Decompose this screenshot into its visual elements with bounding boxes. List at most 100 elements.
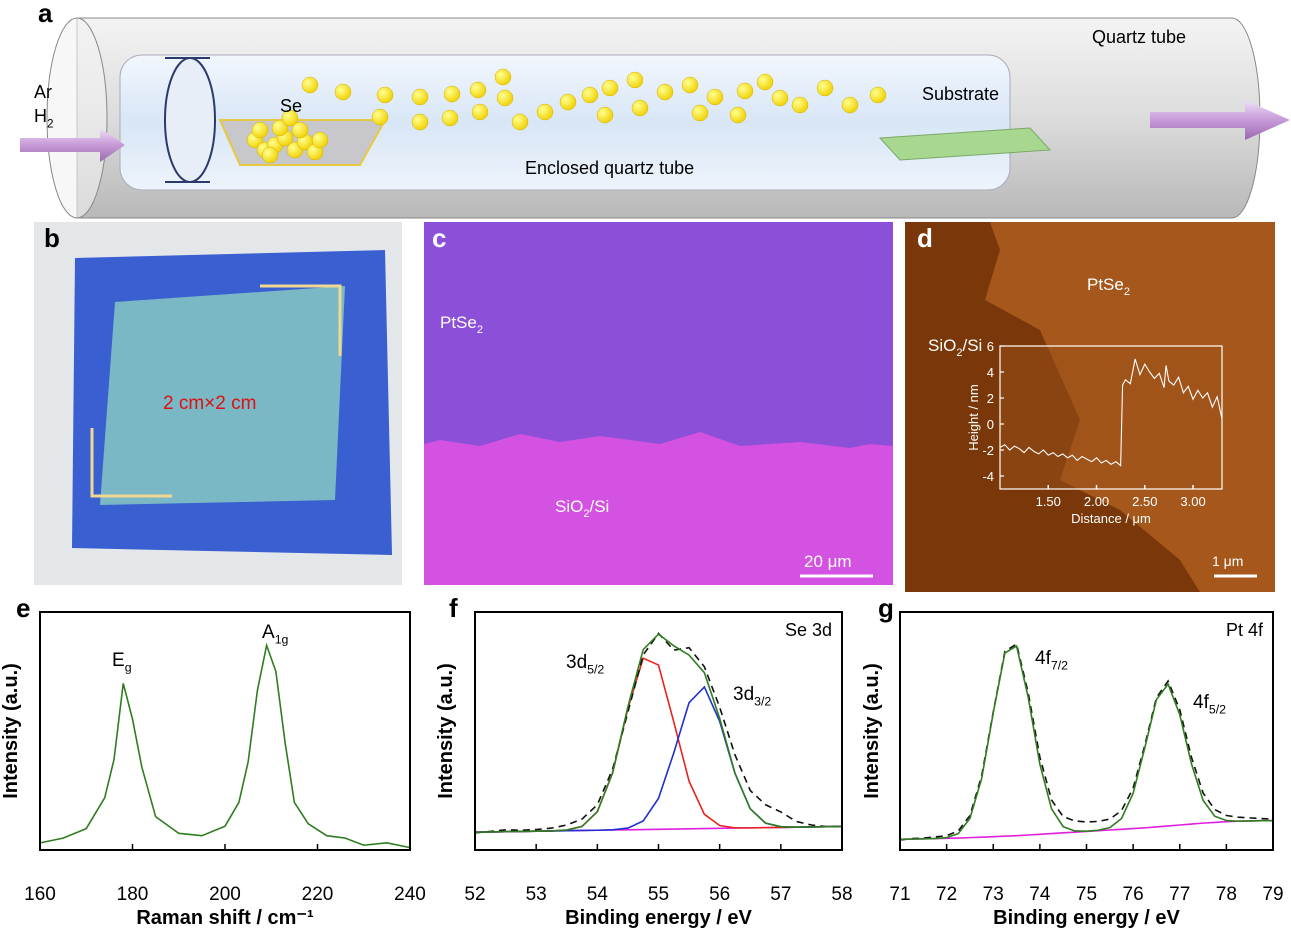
- figure: abcdefgArH2SeQuartz tubeSubstrateEnclose…: [0, 0, 1291, 934]
- x-axis-label: Binding energy / eV: [993, 907, 1180, 929]
- series-line: [475, 634, 842, 832]
- tube-end: [47, 18, 107, 218]
- peak-label-main: E: [112, 650, 125, 671]
- panel-label: g: [878, 593, 894, 623]
- selenium-ball: [817, 80, 833, 96]
- selenium-ball: [772, 90, 788, 106]
- tube-label: Quartz tube: [1092, 27, 1186, 47]
- x-tick-label: 1.50: [1036, 494, 1061, 509]
- series-line: [475, 633, 842, 832]
- x-tick-label: 160: [24, 884, 56, 905]
- y-axis-label: Height / nm: [966, 384, 981, 450]
- panel-label: e: [16, 593, 30, 623]
- selenium-ball: [252, 122, 268, 138]
- x-tick-label: 79: [1262, 884, 1283, 905]
- peak-label-main: 4f: [1035, 648, 1052, 669]
- x-tick-label: 220: [302, 884, 334, 905]
- selenium-ball: [632, 100, 648, 116]
- selenium-ball: [495, 69, 511, 85]
- selenium-ball: [737, 83, 753, 99]
- x-tick-label: 71: [889, 884, 910, 905]
- setup-diagram: [20, 18, 1290, 218]
- y-tick-label: 4: [987, 365, 994, 380]
- peak-label: 3d3/2: [733, 684, 771, 709]
- selenium-ball: [372, 109, 388, 125]
- x-tick-label: 2.00: [1084, 494, 1109, 509]
- peak-label: A1g: [262, 622, 289, 647]
- y-axis-label: Intensity (a.u.): [435, 663, 457, 799]
- selenium-ball: [377, 87, 393, 103]
- peak-label: 4f7/2: [1035, 648, 1068, 673]
- selenium-ball: [312, 132, 328, 148]
- region-label-main: PtSe: [1087, 275, 1124, 294]
- peak-label-main: A: [262, 622, 275, 643]
- x-tick-label: 54: [587, 884, 609, 905]
- panel-label: f: [449, 593, 458, 623]
- y-tick-label: 2: [987, 391, 994, 406]
- series-line: [900, 644, 1273, 840]
- selenium-ball: [597, 107, 613, 123]
- selenium-ball: [692, 105, 708, 121]
- chart-label: Pt 4f: [1226, 620, 1264, 640]
- peak-label: Eg: [112, 650, 132, 675]
- x-tick-label: 52: [464, 884, 485, 905]
- panel-label: d: [917, 223, 933, 253]
- region-label-sub: 2: [1124, 286, 1130, 298]
- x-tick-label: 74: [1029, 884, 1051, 905]
- x-tick-label: 76: [1123, 884, 1144, 905]
- x-tick-label: 2.50: [1132, 494, 1157, 509]
- x-tick-label: 72: [936, 884, 957, 905]
- y-tick-label: 6: [987, 339, 994, 354]
- selenium-ball: [730, 107, 746, 123]
- x-tick-label: 200: [209, 884, 241, 905]
- x-axis-label: Raman shift / cm⁻¹: [136, 907, 314, 929]
- x-tick-label: 58: [831, 884, 852, 905]
- x-tick-label: 73: [983, 884, 1004, 905]
- selenium-ball: [657, 84, 673, 100]
- selenium-ball: [682, 77, 698, 93]
- scale-label: 20 μm: [804, 552, 852, 571]
- x-tick-label: 56: [709, 884, 730, 905]
- selenium-ball: [302, 77, 318, 93]
- x-tick-label: 75: [1076, 884, 1097, 905]
- disk: [165, 58, 215, 182]
- peak-label-sub: 5/2: [1209, 703, 1226, 717]
- series-line: [475, 658, 842, 832]
- peak-label-sub: g: [125, 661, 132, 675]
- series-line: [40, 645, 410, 847]
- x-tick-label: 78: [1216, 884, 1237, 905]
- photo-c: [424, 222, 893, 585]
- peak-label-main: 3d: [566, 652, 587, 673]
- selenium-ball: [470, 82, 486, 98]
- selenium-ball: [870, 87, 886, 103]
- x-tick-label: 53: [526, 884, 547, 905]
- selenium-ball: [497, 90, 513, 106]
- selenium-ball: [444, 86, 460, 102]
- region-label-main: SiO: [555, 497, 583, 516]
- region-label-tail: /Si: [590, 497, 610, 516]
- x-tick-label: 3.00: [1180, 494, 1205, 509]
- selenium-ball: [442, 110, 458, 126]
- peak-label-sub: 7/2: [1051, 659, 1068, 673]
- size-label: 2 cm×2 cm: [163, 393, 256, 414]
- x-tick-label: 55: [648, 884, 669, 905]
- selenium-ball: [627, 72, 643, 88]
- x-tick-label: 240: [394, 884, 426, 905]
- target-label: Substrate: [922, 84, 999, 104]
- peak-label: 4f5/2: [1193, 692, 1226, 717]
- region-label-main: PtSe: [440, 313, 477, 332]
- panel-label: c: [432, 223, 446, 253]
- x-tick-label: 77: [1169, 884, 1190, 905]
- inner-tube-label: Enclosed quartz tube: [525, 158, 694, 178]
- scale-label: 1 μm: [1212, 553, 1243, 569]
- plot-frame: [900, 612, 1273, 850]
- plot-frame: [475, 612, 842, 850]
- peak-label-sub: 1g: [275, 633, 289, 647]
- selenium-ball: [537, 104, 553, 120]
- film-region: [424, 222, 893, 448]
- y-tick-label: 0: [987, 417, 994, 432]
- x-axis-label: Distance / μm: [1071, 511, 1151, 526]
- peak-label-main: 4f: [1193, 692, 1210, 713]
- inset-frame: [1000, 346, 1222, 489]
- region-label-main: SiO: [928, 336, 956, 355]
